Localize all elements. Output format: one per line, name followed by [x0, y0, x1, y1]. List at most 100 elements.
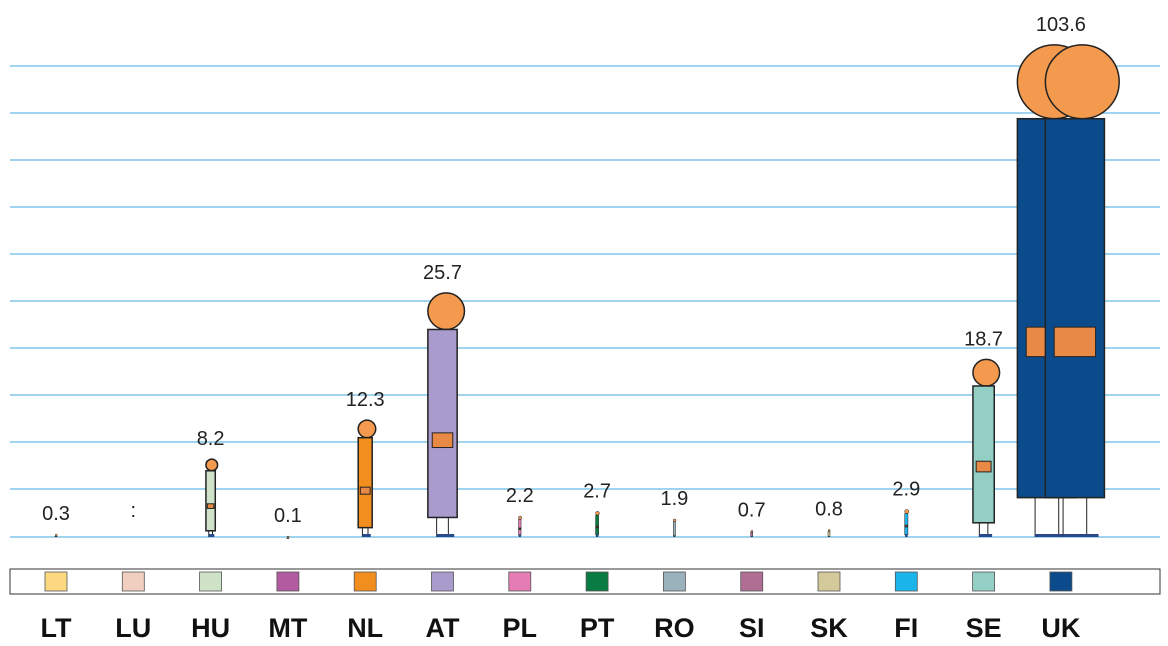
body — [1044, 117, 1106, 499]
person-figure — [904, 509, 910, 537]
person-figure — [54, 533, 58, 538]
body — [357, 436, 373, 529]
value-label: 103.6 — [1036, 14, 1086, 36]
head — [972, 358, 1001, 387]
category-label: PT — [580, 613, 615, 643]
legend-swatch — [894, 571, 918, 592]
person-figure — [972, 358, 1001, 537]
legend-swatch — [740, 571, 764, 592]
category-label: MT — [268, 613, 307, 643]
legend-swatch — [585, 571, 609, 592]
briefcase — [518, 527, 522, 530]
briefcase — [595, 525, 599, 529]
head — [357, 419, 377, 439]
person-figure — [673, 518, 677, 537]
head — [427, 292, 466, 331]
value-label: 2.7 — [583, 480, 611, 502]
shoe — [1035, 534, 1071, 537]
value-label: 8.2 — [197, 428, 225, 450]
person-figure — [286, 535, 290, 539]
body — [286, 537, 290, 539]
body — [54, 535, 58, 538]
category-label: FI — [894, 613, 918, 643]
head — [1044, 44, 1120, 120]
shoe — [362, 534, 371, 537]
category-label: LU — [115, 613, 151, 643]
category-label: SE — [966, 613, 1002, 643]
legend-swatch — [817, 571, 841, 592]
legend-swatch — [199, 571, 223, 592]
head — [54, 533, 58, 537]
category-label: SI — [739, 613, 765, 643]
person-figure — [595, 511, 600, 537]
body — [518, 518, 522, 536]
value-label: 25.7 — [423, 262, 462, 284]
briefcase — [206, 503, 215, 509]
person-figure — [205, 458, 219, 537]
body — [750, 532, 753, 537]
category-label: HU — [191, 613, 230, 643]
legend-strip — [9, 568, 1161, 595]
value-label: 1.9 — [660, 488, 688, 510]
legend-swatch — [44, 571, 68, 592]
shoe — [519, 534, 521, 537]
value-label: 0.3 — [42, 503, 70, 525]
value-label: 0.7 — [738, 499, 766, 521]
category-label: NL — [347, 613, 383, 643]
category-label: LT — [41, 613, 72, 643]
legend-swatch — [1049, 571, 1073, 592]
legend-swatch — [508, 571, 532, 592]
body — [904, 513, 909, 536]
shoe — [208, 534, 215, 537]
body — [827, 531, 831, 537]
category-label: PL — [503, 613, 538, 643]
head — [673, 518, 677, 522]
shoe — [979, 534, 993, 537]
person-figure — [427, 292, 466, 537]
briefcase — [975, 460, 992, 473]
value-label: 2.2 — [506, 485, 534, 507]
legend-swatch — [353, 571, 377, 592]
value-label: : — [131, 500, 137, 522]
category-label: RO — [654, 613, 695, 643]
head — [904, 509, 910, 514]
legend-swatch — [121, 571, 145, 592]
shoe — [436, 534, 455, 537]
value-label: 18.7 — [964, 328, 1003, 350]
shoe — [1063, 534, 1099, 537]
category-label: SK — [810, 613, 848, 643]
briefcase — [431, 432, 454, 449]
body — [595, 514, 599, 536]
person-figure — [750, 530, 754, 537]
category-label: AT — [426, 613, 460, 643]
body — [205, 470, 217, 532]
head — [595, 511, 600, 516]
person-figure — [827, 529, 831, 537]
person-figure — [518, 515, 522, 537]
value-label: 12.3 — [346, 389, 385, 411]
background-lines — [10, 65, 1160, 538]
head — [827, 529, 831, 532]
shoe — [905, 534, 908, 537]
body — [673, 521, 676, 536]
person-figure — [1044, 44, 1120, 537]
category-label: UK — [1041, 613, 1080, 643]
legend-swatch — [276, 571, 300, 592]
value-label: 0.8 — [815, 498, 843, 520]
value-label: 0.1 — [274, 505, 302, 527]
head — [518, 515, 522, 520]
briefcase — [359, 486, 371, 495]
value-label: 2.9 — [892, 478, 920, 500]
body — [972, 385, 996, 524]
head — [286, 535, 290, 539]
shoe — [596, 534, 599, 537]
briefcase — [904, 524, 908, 528]
legend-swatch — [663, 571, 686, 592]
legend-swatch — [972, 571, 995, 592]
body — [427, 328, 458, 519]
legend-swatch — [431, 571, 454, 592]
briefcase — [1053, 326, 1097, 358]
head — [750, 530, 754, 533]
head — [205, 458, 219, 472]
